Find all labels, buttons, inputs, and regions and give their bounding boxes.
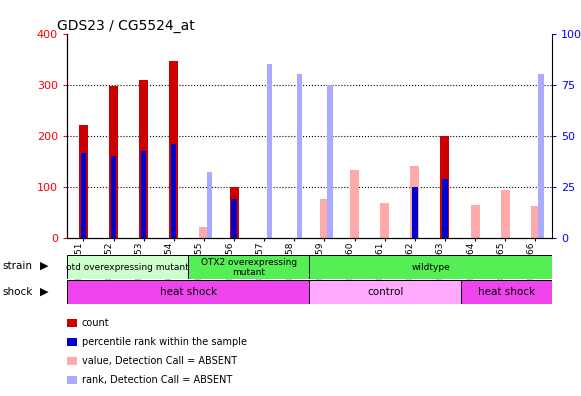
Text: count: count — [82, 318, 110, 328]
Bar — [67, 280, 309, 304]
Bar — [171, 144, 177, 238]
Bar — [267, 64, 272, 238]
Text: value, Detection Call = ABSENT: value, Detection Call = ABSENT — [82, 356, 237, 366]
Bar — [229, 187, 239, 238]
Bar — [199, 227, 209, 238]
Bar — [531, 206, 540, 238]
Bar — [229, 203, 239, 238]
Bar — [410, 166, 419, 238]
Bar — [67, 255, 188, 279]
Bar — [141, 151, 146, 238]
Text: rank, Detection Call = ABSENT: rank, Detection Call = ABSENT — [82, 375, 232, 385]
Text: OTX2 overexpressing
mutant: OTX2 overexpressing mutant — [200, 258, 297, 277]
Bar — [111, 156, 116, 238]
Text: control: control — [367, 287, 403, 297]
Bar — [79, 126, 88, 238]
Bar — [309, 255, 552, 279]
Bar — [461, 280, 552, 304]
Bar — [81, 154, 86, 238]
Bar — [440, 135, 450, 238]
Bar — [327, 85, 332, 238]
Bar — [231, 199, 237, 238]
Bar — [350, 170, 359, 238]
Bar — [169, 61, 178, 238]
Text: GDS23 / CG5524_at: GDS23 / CG5524_at — [57, 19, 195, 32]
Text: percentile rank within the sample: percentile rank within the sample — [82, 337, 247, 347]
Bar — [320, 199, 329, 238]
Text: heat shock: heat shock — [160, 287, 217, 297]
Text: shock: shock — [3, 287, 33, 297]
Bar — [309, 280, 461, 304]
Bar — [538, 74, 543, 238]
Bar — [207, 172, 212, 238]
Bar — [442, 179, 448, 238]
Bar — [188, 255, 309, 279]
Text: ▶: ▶ — [40, 261, 48, 271]
Bar — [501, 190, 510, 238]
Bar — [412, 187, 418, 238]
Bar — [109, 86, 118, 238]
Bar — [297, 74, 303, 238]
Text: heat shock: heat shock — [478, 287, 535, 297]
Text: ▶: ▶ — [40, 287, 48, 297]
Text: otd overexpressing mutant: otd overexpressing mutant — [66, 263, 189, 272]
Text: strain: strain — [3, 261, 33, 271]
Text: wildtype: wildtype — [411, 263, 450, 272]
Bar — [139, 80, 148, 238]
Bar — [380, 204, 389, 238]
Bar — [471, 206, 480, 238]
